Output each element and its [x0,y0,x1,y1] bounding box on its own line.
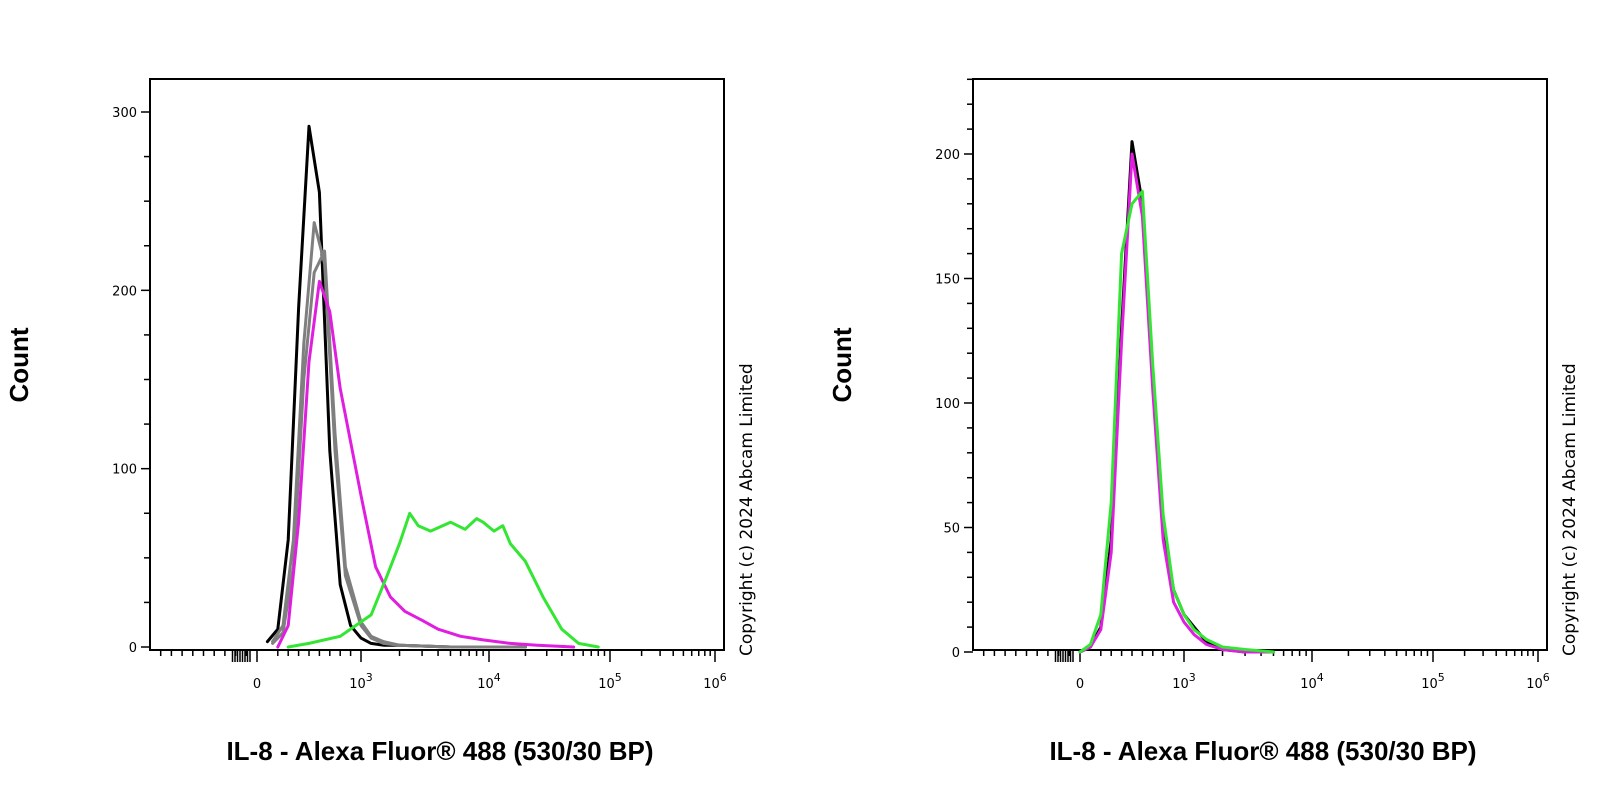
x-tick-label: 103 [349,671,373,692]
x-axis-label: IL-8 - Alexa Fluor® 488 (530/30 BP) [226,736,653,766]
series-gray-1 [271,221,527,649]
y-tick-label: 50 [943,522,960,537]
copyright-text: Copyright (c) 2024 Abcam Limited [737,363,757,656]
y-tick-label: 150 [935,273,960,288]
y-tick-label: 200 [112,284,137,299]
series-green [1078,189,1275,654]
y-tick-label: 100 [112,463,137,478]
x-tick-label: 105 [1421,671,1445,692]
series-magenta [1078,152,1275,654]
x-tick-label: 106 [1526,671,1550,692]
x-tick-label: 0 [253,677,261,692]
x-tick-label: 105 [598,671,622,692]
y-tick-label: 200 [935,148,960,163]
y-axis-label: Count [827,327,857,402]
plot-frame [972,78,1548,651]
plot-frame [149,78,725,651]
y-tick-label: 100 [935,397,960,412]
x-axis-label: IL-8 - Alexa Fluor® 488 (530/30 BP) [1049,736,1476,766]
x-tick-label: 104 [1300,671,1324,692]
x-tick-label: 104 [477,671,501,692]
series-magenta [276,279,576,649]
chart-panel-1: 0 100 200 300 0 103 104 105 106 Count IL-8 - Alexa… [4,78,757,766]
y-tick-label: 300 [112,106,137,121]
x-tick-label: 0 [1076,677,1084,692]
y-axis-label: Count [4,327,34,402]
x-tick-label: 103 [1172,671,1196,692]
series-green [286,511,600,649]
copyright-text: Copyright (c) 2024 Abcam Limited [1560,363,1580,656]
y-tick-label: 0 [129,641,137,656]
chart-panel-2: 0 50 100 150 200 0 103 104 105 106 Count IL-8 - Ale… [827,78,1580,766]
x-tick-label: 106 [703,671,727,692]
y-tick-label: 0 [952,646,960,661]
series-gray-2 [271,249,527,649]
